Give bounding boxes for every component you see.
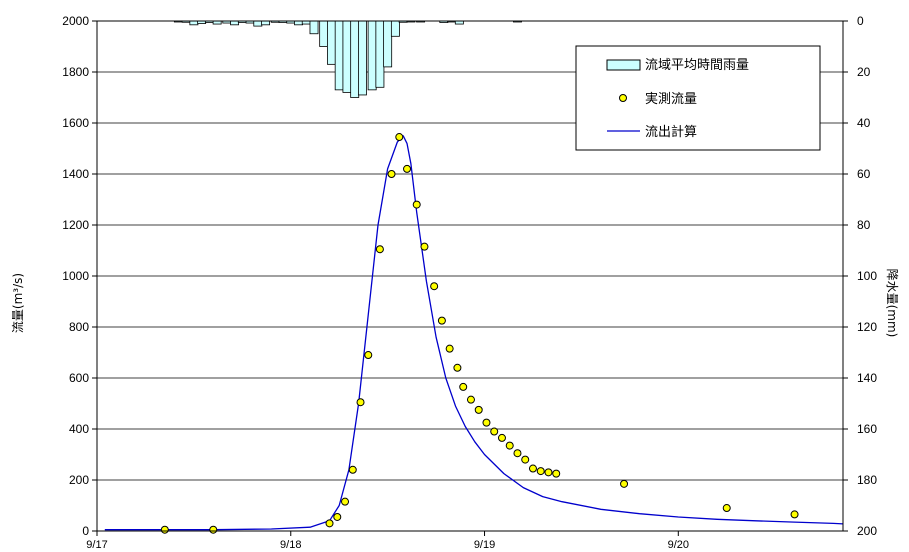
observed-point: [412, 200, 421, 209]
y2-tick-label: 60: [857, 167, 871, 181]
y-axis-title: 流量(m³/s): [11, 273, 25, 333]
observed-point: [505, 441, 514, 450]
observed-point: [403, 164, 412, 173]
x-tick-label: 9/19: [474, 539, 495, 551]
observed-point: [536, 467, 545, 476]
y2-tick-label: 200: [857, 524, 877, 538]
legend-rainfall-label: 流域平均時間雨量: [645, 58, 749, 73]
y2-tick-label: 80: [857, 218, 871, 232]
y2-tick-label: 100: [857, 269, 877, 283]
y2-tick-label: 180: [857, 473, 877, 487]
observed-point: [430, 282, 439, 291]
x-tick-label: 9/18: [280, 539, 301, 551]
rainfall-bar: [334, 20, 344, 91]
y-tick-label: 400: [69, 422, 89, 436]
observed-point: [160, 525, 169, 534]
observed-point: [364, 351, 373, 360]
observed-point: [528, 464, 537, 473]
rainfall-bar: [253, 20, 263, 27]
rainfall-bar: [319, 20, 329, 47]
y2-axis-title: 降水量(mm): [885, 269, 899, 338]
y-tick-label: 1600: [62, 116, 89, 130]
observed-point: [482, 418, 491, 427]
observed-point: [552, 469, 561, 478]
rainfall-bar: [189, 20, 199, 26]
y-tick-label: 1200: [62, 218, 89, 232]
observed-point: [437, 316, 446, 325]
rainfall-bar: [375, 20, 385, 88]
observed-point: [521, 455, 530, 464]
rainfall-bar: [309, 20, 319, 35]
rainfall-bar: [294, 20, 303, 26]
rainfall-bar: [327, 20, 336, 65]
rainfall-bar: [230, 20, 240, 26]
observed-point: [620, 479, 629, 488]
observed-point: [459, 382, 468, 391]
observed-point: [466, 395, 475, 404]
rainfall-bar: [342, 20, 352, 93]
calculated-flow-path: [104, 135, 844, 531]
y2-tick-label: 40: [857, 116, 871, 130]
observed-point: [420, 242, 429, 251]
legend-calculated-label: 流出計算: [645, 124, 697, 140]
rainfall-bar: [261, 20, 271, 26]
observed-point: [513, 449, 522, 458]
y-tick-label: 2000: [62, 14, 89, 28]
y2-tick-label: 0: [857, 14, 864, 28]
observed-point: [356, 398, 365, 407]
observed-point: [387, 170, 396, 178]
observed-point: [348, 465, 357, 474]
y2-tick-label: 160: [857, 422, 877, 436]
observed-point: [497, 433, 506, 442]
rainfall-bar: [350, 20, 360, 98]
calculated-flow-line: [104, 135, 844, 531]
y-tick-label: 1000: [62, 269, 89, 283]
legend: 流域平均時間雨量 実測流量 流出計算: [575, 45, 821, 151]
rainfall-bar: [358, 20, 367, 96]
axes: 0 200 400 600 800 1000 1200 1400 1600 1800 2000 0 20…: [62, 14, 877, 551]
legend-observed-label: 実測流量: [645, 91, 697, 107]
observed-point: [544, 468, 553, 477]
observed-point: [445, 344, 454, 353]
rainfall-bar: [390, 20, 400, 37]
y2-tick-label: 120: [857, 320, 877, 334]
y-tick-label: 600: [69, 371, 89, 385]
observed-point: [341, 497, 350, 506]
rainfall-bar: [367, 20, 377, 91]
y-tick-label: 1400: [62, 167, 89, 181]
observed-point: [790, 510, 799, 519]
observed-point: [722, 504, 731, 513]
observed-point: [375, 245, 384, 254]
y2-tick-label: 20: [857, 65, 871, 79]
observed-point: [490, 427, 499, 436]
legend-rainfall-swatch: [606, 59, 641, 71]
observed-point: [209, 525, 218, 534]
rainfall-bars: [173, 20, 522, 98]
y-tick-label: 800: [69, 320, 89, 334]
y-tick-label: 1800: [62, 65, 89, 79]
observed-point: [325, 519, 334, 528]
grid: [97, 71, 843, 481]
y2-tick-label: 140: [857, 371, 877, 385]
x-tick-label: 9/17: [86, 539, 107, 551]
rainfall-bar: [383, 20, 393, 68]
observed-point: [333, 512, 342, 521]
observed-point: [453, 363, 462, 372]
observed-point: [395, 133, 404, 142]
x-tick-label: 9/20: [668, 539, 689, 551]
observed-point: [474, 405, 483, 414]
y-tick-label: 200: [69, 473, 89, 487]
legend-observed-swatch: [619, 94, 627, 102]
y-tick-label: 0: [82, 524, 89, 538]
observed-flow-markers: [160, 133, 799, 534]
